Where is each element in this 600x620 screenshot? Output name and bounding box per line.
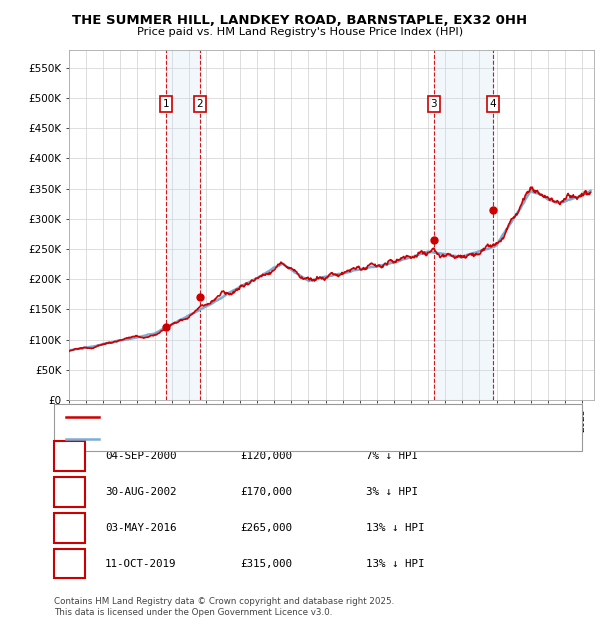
Text: 1: 1	[163, 99, 169, 109]
Text: 7% ↓ HPI: 7% ↓ HPI	[366, 451, 418, 461]
Text: 4: 4	[66, 559, 73, 569]
Text: 04-SEP-2000: 04-SEP-2000	[105, 451, 176, 461]
Text: £120,000: £120,000	[240, 451, 292, 461]
Text: Price paid vs. HM Land Registry's House Price Index (HPI): Price paid vs. HM Land Registry's House …	[137, 27, 463, 37]
Text: 11-OCT-2019: 11-OCT-2019	[105, 559, 176, 569]
Text: 3: 3	[430, 99, 437, 109]
Text: Contains HM Land Registry data © Crown copyright and database right 2025.
This d: Contains HM Land Registry data © Crown c…	[54, 598, 394, 617]
Text: HPI: Average price, detached house, North Devon: HPI: Average price, detached house, Nort…	[105, 434, 341, 443]
Text: 03-MAY-2016: 03-MAY-2016	[105, 523, 176, 533]
Text: 3: 3	[66, 523, 73, 533]
Text: 3% ↓ HPI: 3% ↓ HPI	[366, 487, 418, 497]
Text: £170,000: £170,000	[240, 487, 292, 497]
Text: 30-AUG-2002: 30-AUG-2002	[105, 487, 176, 497]
Text: £265,000: £265,000	[240, 523, 292, 533]
Bar	[166, 50, 200, 400]
Text: £315,000: £315,000	[240, 559, 292, 569]
Text: THE SUMMER HILL, LANDKEY ROAD, BARNSTAPLE, EX32 0HH: THE SUMMER HILL, LANDKEY ROAD, BARNSTAPL…	[73, 14, 527, 27]
Text: 4: 4	[490, 99, 496, 109]
Text: THE SUMMER HILL, LANDKEY ROAD, BARNSTAPLE, EX32 0HH (detached house): THE SUMMER HILL, LANDKEY ROAD, BARNSTAPL…	[105, 412, 479, 422]
Bar	[434, 50, 493, 400]
Text: 13% ↓ HPI: 13% ↓ HPI	[366, 559, 425, 569]
Text: 1: 1	[66, 451, 73, 461]
Text: 2: 2	[197, 99, 203, 109]
Text: 2: 2	[66, 487, 73, 497]
Text: 13% ↓ HPI: 13% ↓ HPI	[366, 523, 425, 533]
